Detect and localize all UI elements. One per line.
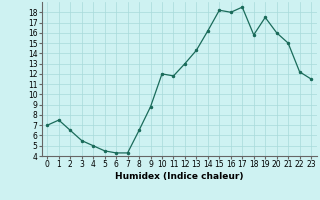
X-axis label: Humidex (Indice chaleur): Humidex (Indice chaleur) [115,172,244,181]
